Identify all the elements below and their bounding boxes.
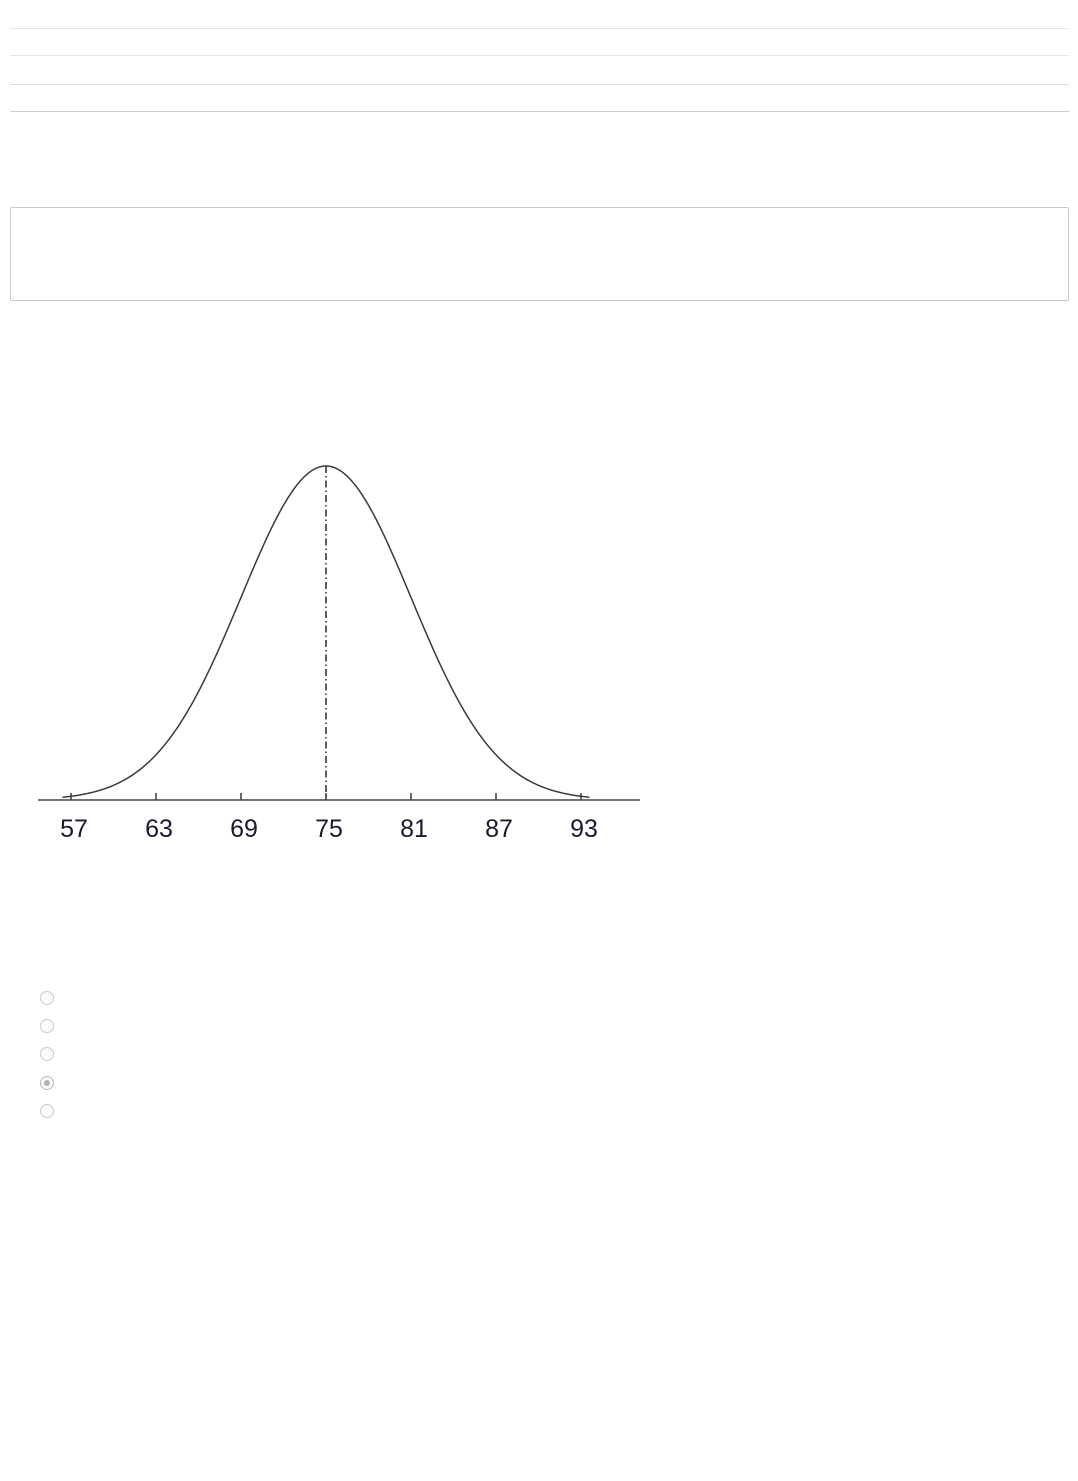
svg-text:81: 81 [400,815,428,843]
svg-text:87: 87 [485,815,513,843]
svg-text:75: 75 [315,815,343,843]
svg-text:63: 63 [145,815,173,843]
svg-text:93: 93 [570,815,598,843]
svg-text:57: 57 [60,815,88,843]
svg-text:69: 69 [230,815,258,843]
